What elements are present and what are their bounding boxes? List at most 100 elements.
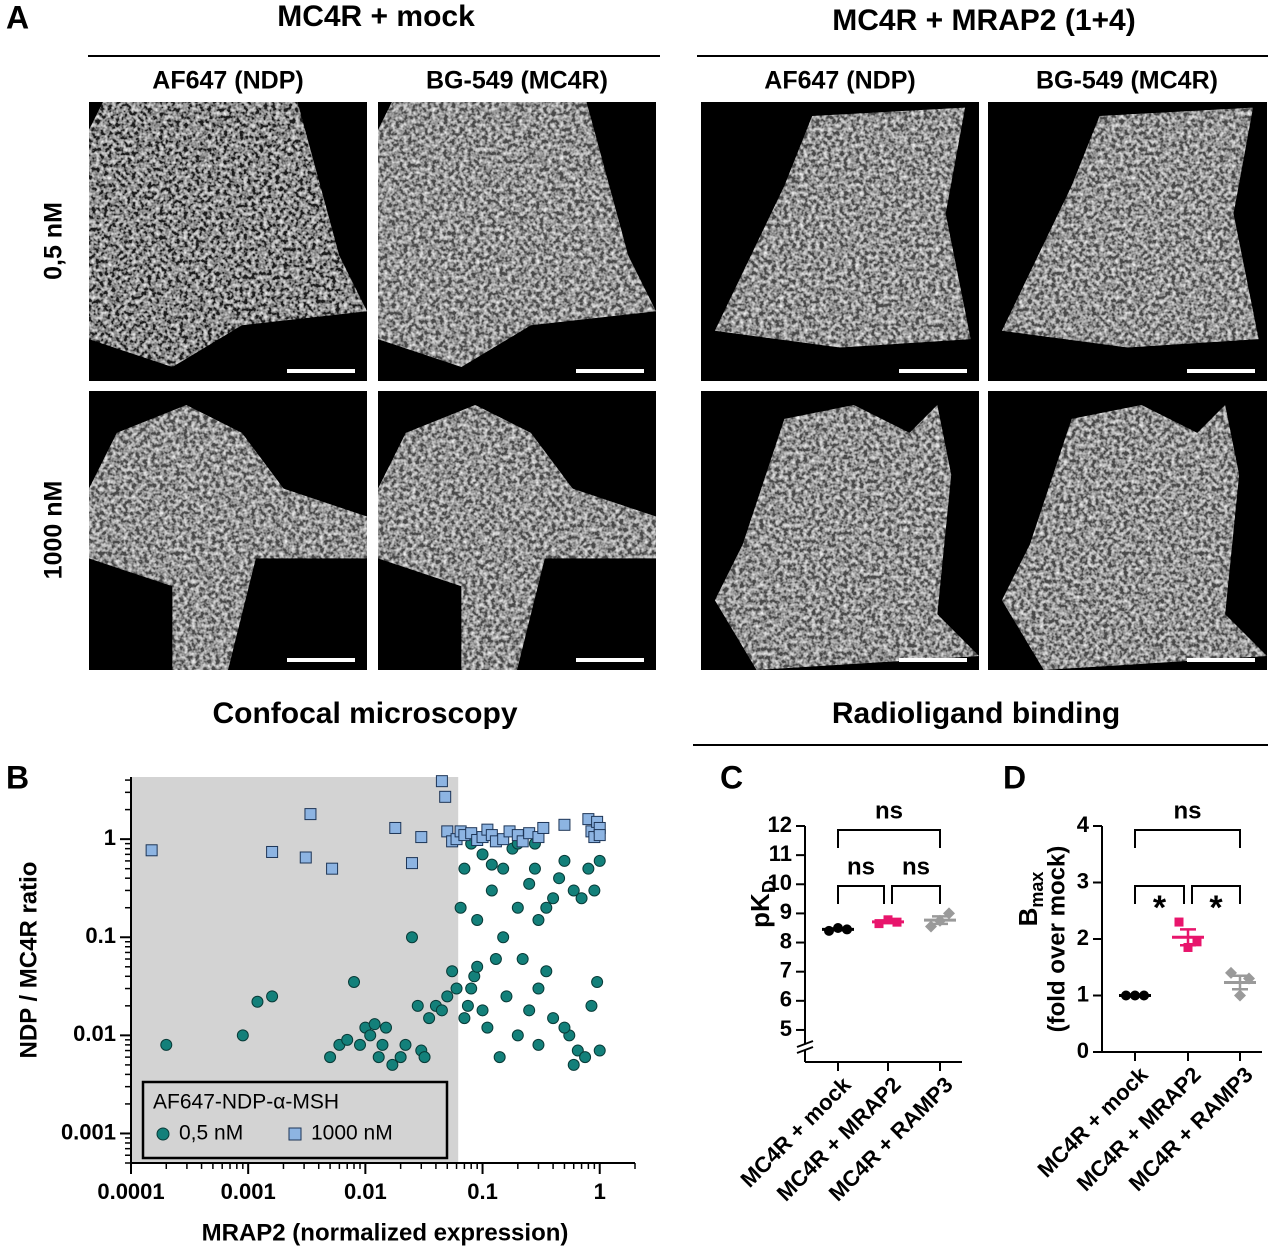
data-point [489, 953, 502, 966]
data-point [528, 862, 541, 875]
data-point [1183, 942, 1193, 952]
panel-label: C [720, 759, 743, 795]
legend-label: 1000 nM [311, 1122, 393, 1145]
data-point [415, 831, 428, 844]
cell [1001, 404, 1267, 670]
data-point [372, 1051, 385, 1064]
data-point [471, 913, 484, 926]
y-tick-label: 12 [768, 812, 792, 837]
data-point [145, 844, 158, 857]
legend-box [141, 1080, 449, 1160]
data-point [368, 1018, 381, 1031]
cell [714, 107, 971, 348]
data-point [364, 1029, 377, 1042]
data-point [461, 999, 474, 1012]
significance-label: ns [875, 797, 903, 824]
x-tick-label: 0.001 [221, 1179, 276, 1204]
data-point [532, 982, 545, 995]
y-tick-label: 2 [1077, 925, 1089, 950]
data-point [160, 1038, 173, 1051]
y-tick-label: 1 [104, 825, 116, 850]
data-point [435, 1004, 448, 1017]
data-point [500, 990, 513, 1003]
data-point [593, 829, 606, 842]
data-point [1174, 917, 1184, 927]
significance-bracket [1134, 885, 1185, 904]
data-point [516, 953, 529, 966]
data-point [547, 1012, 560, 1025]
data-point [446, 965, 459, 978]
y-tick-label: 5 [780, 1016, 792, 1041]
panel-label: A [6, 0, 29, 35]
x-tick-label: 0.0001 [97, 1179, 164, 1204]
error-bar [830, 927, 846, 932]
y-tick-label: 0.001 [61, 1119, 116, 1144]
significance-bracket [837, 885, 885, 904]
data-point [532, 913, 545, 926]
data-point [523, 1004, 536, 1017]
data-point [386, 1058, 399, 1071]
data-point [523, 877, 536, 890]
y-tick-label: 11 [769, 841, 792, 866]
cell [1001, 107, 1259, 348]
data-point [547, 892, 560, 905]
data-point [266, 990, 279, 1003]
section-title: Radioligand binding [832, 697, 1120, 730]
y-tick-label: 6 [780, 987, 792, 1012]
data-point [399, 1038, 412, 1051]
data-point [485, 858, 498, 871]
significance-bracket [837, 829, 941, 848]
y-tick-label: 4 [1077, 812, 1090, 837]
data-point [458, 1012, 471, 1025]
micrographs [89, 102, 1267, 670]
significance-label: ns [902, 853, 930, 880]
data-point [326, 862, 339, 875]
data-point [481, 1021, 494, 1034]
axis-break-gap [795, 1044, 815, 1050]
data-point [439, 790, 452, 803]
data-point [585, 999, 598, 1012]
row-label: 0,5 nM [40, 202, 68, 280]
data-point [493, 1051, 506, 1064]
data-point [450, 982, 463, 995]
x-tick-label: 0.1 [467, 1179, 498, 1204]
data-point [575, 892, 588, 905]
data-point [567, 884, 580, 897]
data-point [379, 1021, 392, 1034]
data-point [874, 919, 884, 929]
data-point [925, 920, 937, 933]
data-point [376, 1038, 389, 1051]
data-point [558, 1021, 571, 1034]
data-point [567, 1058, 580, 1071]
data-point [341, 1033, 354, 1046]
y-axis-label: pKD [745, 880, 779, 928]
y-label-main: pK [745, 893, 775, 928]
data-point [266, 845, 279, 858]
data-point [304, 808, 317, 821]
section-title: Confocal microscopy [212, 697, 517, 730]
y-tick-label: 0.1 [85, 923, 116, 948]
significance-bracket [1134, 829, 1241, 848]
data-point [532, 1038, 545, 1051]
legend-marker [288, 1127, 302, 1141]
significance-label: ns [1173, 797, 1201, 824]
data-point [558, 818, 571, 831]
data-point [389, 821, 402, 834]
y-tick-label: 0.01 [73, 1021, 116, 1046]
y-label-subscript: max [1027, 872, 1047, 908]
data-point [593, 1044, 606, 1057]
data-point [1234, 989, 1246, 1002]
cell [378, 102, 656, 368]
y-tick-label: 3 [1077, 868, 1089, 893]
data-point [588, 884, 601, 897]
channel-label: BG-549 (MC4R) [426, 67, 608, 95]
data-point [582, 862, 595, 875]
data-point [423, 1012, 436, 1025]
data-point [458, 862, 471, 875]
y-label-subscript: D [759, 880, 779, 893]
data-point [299, 851, 312, 864]
data-point [405, 931, 418, 944]
data-point [251, 995, 264, 1008]
data-point [593, 854, 606, 867]
error-bar [1180, 928, 1196, 947]
